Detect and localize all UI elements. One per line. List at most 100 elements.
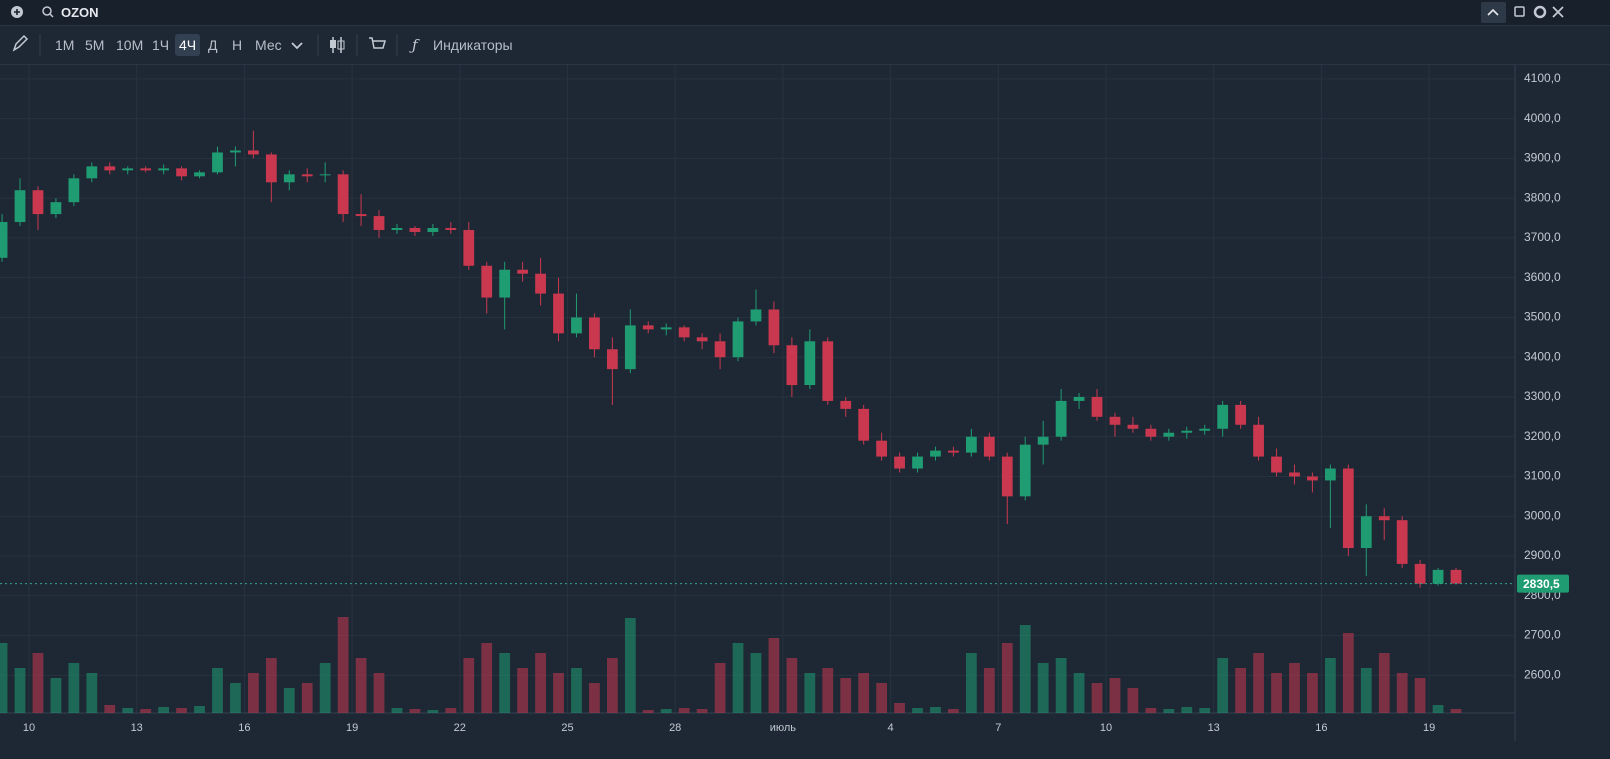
- y-tick-label: 3300,0: [1524, 389, 1561, 403]
- plot-background: [0, 65, 1515, 713]
- candle-body: [1199, 428, 1211, 431]
- volume-bar: [1199, 708, 1211, 713]
- candle-body: [86, 166, 98, 179]
- interval[interactable]: Мес: [255, 37, 282, 53]
- candle-body: [1055, 400, 1067, 437]
- candle-body: [212, 152, 223, 173]
- x-tick-label: 7: [995, 722, 1001, 734]
- x-tick-label: 19: [1423, 722, 1435, 734]
- draw-icon[interactable]: [12, 34, 29, 52]
- volume-bar: [553, 673, 564, 713]
- chart: 2600,02700,02800,02900,03000,03100,03200…: [0, 65, 1569, 741]
- candle-body: [319, 174, 331, 176]
- interval[interactable]: 5М: [85, 37, 105, 53]
- y-tick-label: 4000,0: [1524, 111, 1561, 125]
- volume-bar: [1055, 658, 1067, 713]
- y-tick-label: 2600,0: [1524, 667, 1561, 681]
- volume-bar: [391, 708, 403, 713]
- candle-body: [0, 222, 8, 258]
- interval[interactable]: 10М: [116, 37, 144, 53]
- volume-bar: [301, 683, 313, 713]
- candle-body: [230, 150, 241, 153]
- volume-bar: [858, 673, 870, 713]
- y-tick-label: 3700,0: [1524, 230, 1561, 244]
- volume-bar: [247, 673, 259, 713]
- candle-body: [1145, 428, 1157, 437]
- indicators-button[interactable]: Индикаторы: [433, 37, 513, 53]
- candle-body: [337, 174, 349, 215]
- candle-body: [1396, 520, 1408, 564]
- volume-bar: [571, 668, 582, 713]
- volume-bar: [948, 709, 959, 713]
- interval[interactable]: Н: [232, 37, 243, 53]
- interval[interactable]: Д: [208, 37, 218, 53]
- candle-body: [1271, 456, 1282, 473]
- x-tick-label: 19: [346, 722, 358, 734]
- candle-body: [750, 309, 762, 322]
- collapse-button[interactable]: [1481, 2, 1506, 23]
- x-tick-label: 25: [561, 722, 573, 734]
- volume-bar: [1432, 705, 1444, 713]
- volume-bar: [1163, 709, 1175, 713]
- cart-icon[interactable]: [369, 37, 386, 49]
- volume-bar: [804, 673, 816, 713]
- candle-body: [1378, 516, 1390, 521]
- x-tick-label: 10: [1100, 722, 1112, 734]
- volume-bar: [1001, 643, 1013, 713]
- volume-bar: [104, 705, 116, 713]
- x-tick-label: июль: [770, 722, 797, 734]
- candle-body: [140, 168, 152, 171]
- candle-body: [1091, 396, 1103, 417]
- volume-bar: [1396, 673, 1408, 713]
- candle-body: [1360, 516, 1372, 549]
- candle-body: [660, 327, 672, 330]
- candle-body: [247, 150, 259, 155]
- candle-body: [445, 227, 457, 230]
- volume-bar: [1235, 668, 1247, 713]
- volume-bar: [1091, 683, 1103, 713]
- x-tick-label: 22: [454, 722, 466, 734]
- candle-body: [283, 174, 295, 183]
- volume-bar: [373, 673, 385, 713]
- dropdown-icon[interactable]: [290, 41, 304, 51]
- candle-body: [714, 341, 726, 358]
- volume-bar: [642, 710, 654, 713]
- candle-body: [1073, 396, 1085, 401]
- candle-body: [804, 341, 816, 386]
- candle-body: [1019, 444, 1031, 497]
- volume-bar: [212, 668, 223, 713]
- close-button[interactable]: [1552, 6, 1564, 18]
- candle-body: [122, 168, 134, 171]
- volume-bar: [606, 658, 618, 713]
- interval[interactable]: 4Ч: [175, 34, 201, 56]
- settings-button[interactable]: [1533, 5, 1547, 19]
- toolbar: ƒ 1М 5М 10М 1Ч 4Ч Д Н Мес Индикаторы: [0, 26, 1610, 65]
- candle-body: [606, 349, 618, 370]
- volume-bar: [786, 658, 798, 713]
- x-tick-label: 10: [23, 722, 35, 734]
- volume-bar: [176, 708, 187, 713]
- volume-bar: [1271, 673, 1282, 713]
- x-tick-label: 4: [888, 722, 894, 734]
- interval[interactable]: 1Ч: [152, 37, 170, 53]
- candle-body: [930, 450, 941, 457]
- volume-bar: [337, 617, 349, 713]
- volume-bar: [1217, 658, 1229, 713]
- candle-body: [176, 168, 187, 177]
- volume-bar: [445, 708, 457, 713]
- candle-body: [391, 227, 403, 230]
- candle-body: [517, 269, 529, 274]
- window-button[interactable]: [1514, 6, 1525, 17]
- candle-body: [840, 400, 852, 409]
- ticker[interactable]: OZON: [61, 5, 99, 20]
- fx-icon[interactable]: ƒ: [409, 36, 420, 54]
- volume-bar: [983, 668, 995, 713]
- candle-body: [1324, 468, 1336, 481]
- candle-body: [822, 341, 834, 401]
- candle-body: [14, 190, 26, 223]
- search-icon: [42, 6, 52, 16]
- interval[interactable]: 1М: [55, 37, 75, 53]
- volume-bar: [409, 709, 421, 713]
- volume-bar: [696, 709, 708, 713]
